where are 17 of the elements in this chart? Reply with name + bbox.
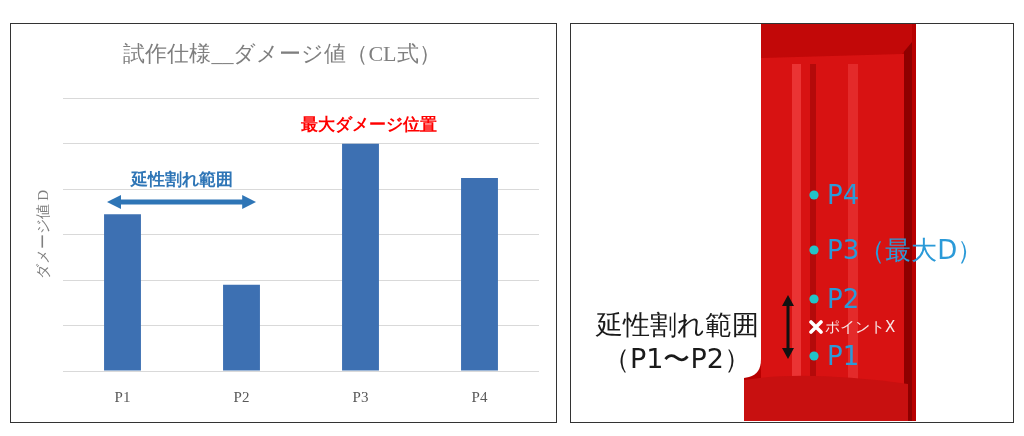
- text: P2: [827, 283, 860, 314]
- chart-title: 試作仕様__ダメージ値（CL式）: [123, 40, 441, 66]
- annotation: 延性割れ範囲: [128, 168, 233, 189]
- bar: [342, 143, 379, 371]
- bar: [223, 284, 260, 371]
- bar: [461, 177, 498, 371]
- x-tick-label: P4: [471, 388, 488, 405]
- x-tick-label: P1: [114, 388, 131, 405]
- y-axis-title: ダメージ値 D: [34, 189, 51, 280]
- text: P4: [827, 179, 860, 210]
- text: ポイントX: [825, 317, 896, 336]
- x-tick-label: P3: [352, 388, 369, 405]
- text: 最大ダメージ位置: [299, 114, 437, 135]
- text: 延性割れ範囲（P1〜P2）: [594, 308, 760, 376]
- text: P1: [827, 340, 860, 371]
- x-tick-label: P2: [233, 388, 250, 405]
- bar: [104, 214, 141, 371]
